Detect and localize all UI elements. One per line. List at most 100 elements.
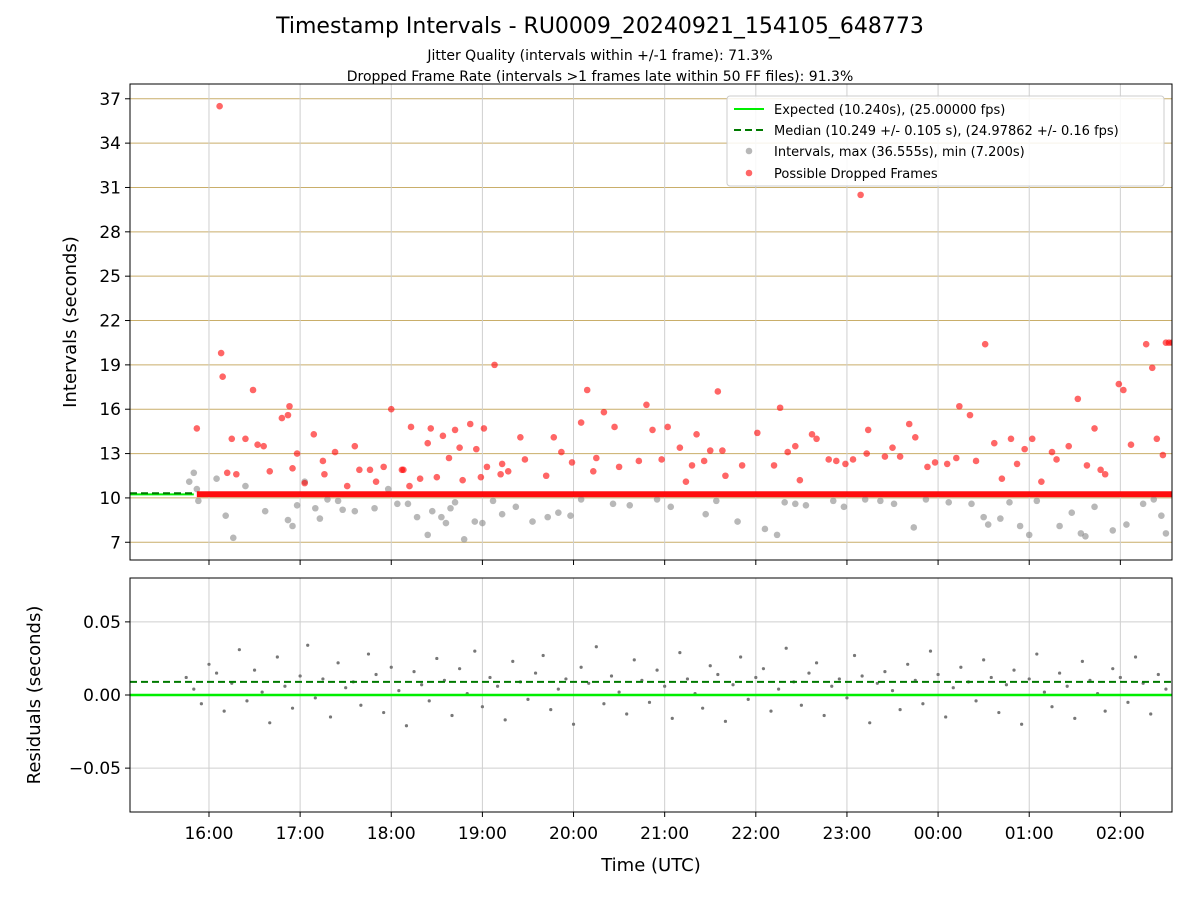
interval-point (1056, 522, 1063, 530)
residual-point (822, 713, 826, 718)
dropped-frame-point (911, 434, 919, 441)
dropped-frame-point (615, 463, 623, 471)
dropped-frame-point (863, 450, 870, 457)
residual-point (1065, 684, 1069, 688)
residuals-xtick-label: 00:00 (914, 824, 963, 844)
interval-point (773, 531, 781, 539)
interval-point (1006, 499, 1013, 506)
residual-point (594, 645, 598, 649)
residual-point (1027, 677, 1031, 681)
residual-point (928, 649, 933, 653)
dropped-frame-point (517, 434, 524, 441)
dropped-frame-point (459, 476, 466, 484)
dropped-frame-point (953, 454, 960, 462)
dropped-frame-point (266, 468, 274, 475)
dropped-frame-point (889, 444, 896, 451)
residual-point (397, 689, 401, 693)
residuals-ytick-label: 0.00 (83, 686, 121, 706)
residual-point (458, 667, 462, 671)
residual-point (602, 702, 606, 706)
residual-point (830, 684, 834, 688)
residual-point (731, 683, 735, 687)
residual-point (883, 670, 887, 674)
residuals-xlabel: Time (UTC) (600, 855, 701, 876)
legend-expected-label: Expected (10.240s), (25.00000 fps) (774, 103, 1005, 118)
dropped-frames-band (196, 491, 1172, 498)
dropped-frame-subtitle: Dropped Frame Rate (intervals >1 frames … (346, 69, 854, 85)
dropped-frame-point (223, 469, 231, 477)
dropped-frame-point (593, 454, 600, 462)
residual-point (1156, 672, 1160, 677)
intervals-ytick-label: 37 (99, 90, 121, 110)
dropped-frame-point (1120, 386, 1127, 394)
interval-point (761, 525, 769, 533)
dropped-frame-point (242, 435, 249, 443)
residual-point (541, 653, 545, 658)
interval-point (713, 497, 720, 505)
dropped-frame-point (433, 473, 441, 481)
residual-point (495, 684, 500, 688)
residual-point (647, 700, 652, 704)
intervals-panel: 7 10 13 16 19 22 25 28 31 34 37 Intervals (seconds)… (60, 83, 1173, 565)
dropped-frame-point (966, 411, 974, 419)
residual-point (776, 687, 781, 691)
legend-dropped-label: Possible Dropped Frames (774, 167, 938, 182)
residual-point (488, 675, 492, 680)
dropped-frame-point (1101, 470, 1109, 478)
legend: Expected (10.240s), (25.00000 fps) Median… (726, 95, 1165, 187)
residual-point (951, 686, 955, 690)
legend-intervals-swatch (745, 147, 753, 155)
interval-point (792, 500, 799, 508)
interval-point (1091, 503, 1098, 511)
residual-point (663, 684, 667, 688)
intervals-points (130, 102, 1172, 543)
jitter-subtitle: Jitter Quality (intervals within +/-1 fr… (427, 48, 773, 64)
dropped-frame-point (611, 423, 618, 431)
dropped-frame-point (577, 419, 585, 426)
residual-point (564, 677, 568, 681)
dropped-frame-point (498, 460, 506, 468)
dropped-frame-point (400, 466, 407, 474)
dropped-frame-point (998, 475, 1006, 482)
interval-point (1162, 530, 1170, 537)
interval-point (1150, 496, 1158, 503)
residual-point (716, 672, 720, 677)
interval-point (910, 524, 918, 531)
interval-point (293, 502, 301, 509)
dropped-frame-point (1159, 451, 1167, 459)
residual-point (313, 696, 317, 700)
interval-point (324, 496, 331, 503)
dropped-frame-point (770, 462, 778, 469)
interval-point (471, 518, 479, 525)
dropped-frame-point (228, 435, 236, 443)
dropped-frame-point (491, 361, 498, 369)
dropped-frame-point (477, 473, 485, 481)
intervals-ytick-label: 34 (99, 134, 121, 154)
dropped-frame-point (776, 404, 784, 412)
dropped-frame-point (301, 479, 308, 487)
residual-point (1149, 712, 1153, 716)
intervals-ytick-label: 10 (99, 489, 121, 509)
interval-point (1016, 522, 1024, 530)
interval-point (997, 515, 1004, 522)
residual-point (708, 664, 712, 668)
interval-point (498, 510, 506, 518)
residual-point (207, 662, 211, 666)
dropped-frame-point (1013, 460, 1021, 468)
dropped-frame-point (1153, 435, 1161, 443)
interval-point (653, 496, 661, 503)
residual-point (328, 715, 333, 719)
dropped-frame-point (583, 386, 591, 394)
dropped-frame-point (1028, 435, 1036, 443)
intervals-ytick-label: 28 (99, 223, 121, 243)
interval-point (529, 518, 536, 525)
dropped-frame-point (445, 454, 453, 462)
dropped-frame-point (293, 450, 301, 457)
interval-point (242, 482, 249, 490)
dropped-frame-point (833, 457, 840, 465)
legend-box (726, 95, 1165, 187)
residual-point (898, 708, 902, 712)
interval-point (351, 507, 359, 515)
dropped-frame-point (1168, 339, 1172, 346)
interval-point (1109, 527, 1117, 534)
